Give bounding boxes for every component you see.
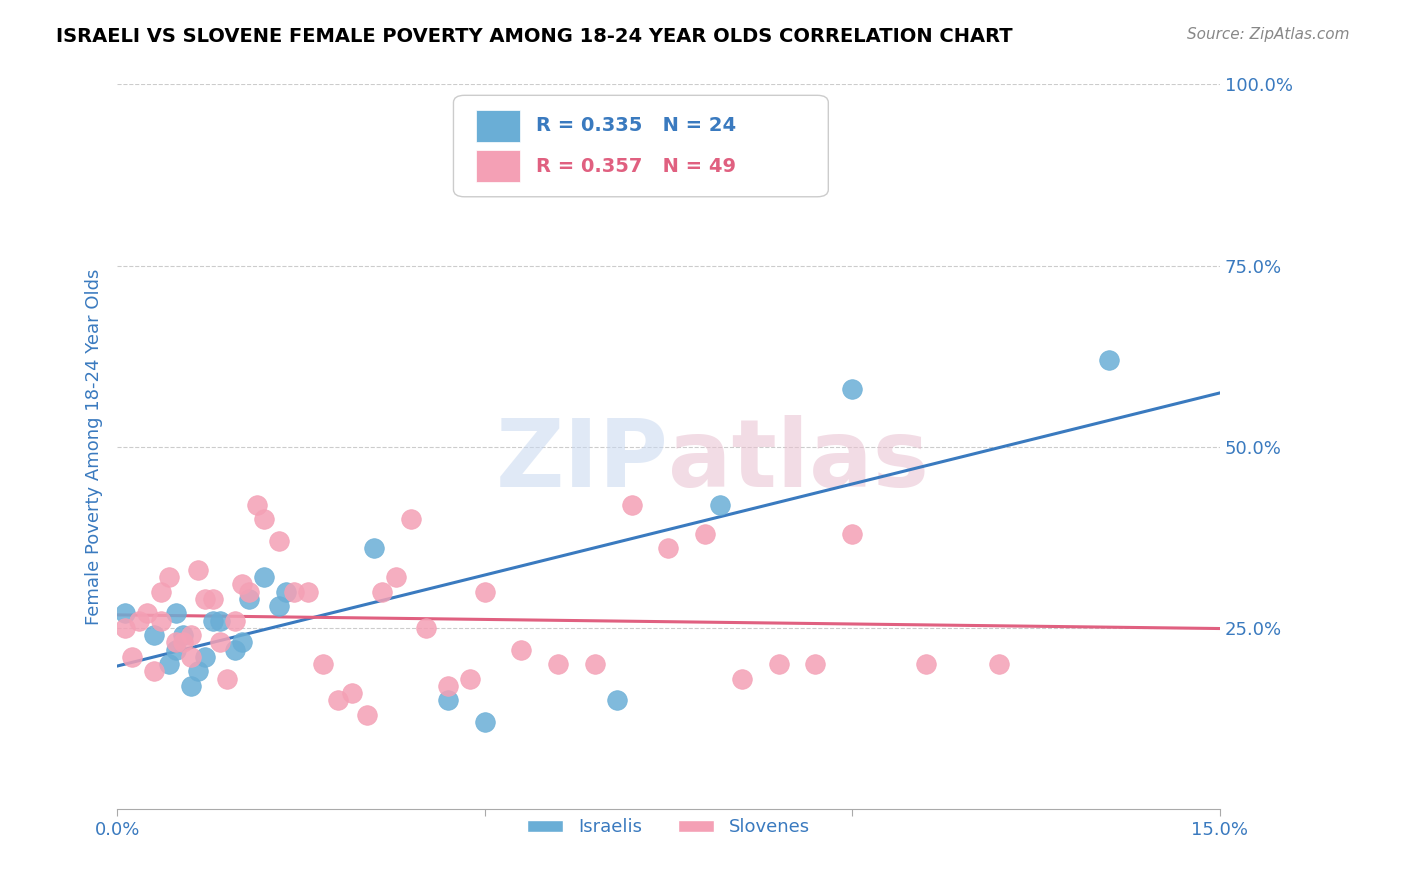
Point [180, 628, 202, 642]
Point [209, 614, 232, 628]
Point [415, 621, 437, 635]
Point [201, 591, 224, 606]
FancyBboxPatch shape [454, 95, 828, 197]
Point [606, 693, 628, 707]
Point [841, 382, 863, 396]
Point [224, 614, 246, 628]
Point [356, 707, 378, 722]
Point [238, 584, 260, 599]
Point [180, 679, 202, 693]
Point [150, 584, 173, 599]
Text: Source: ZipAtlas.com: Source: ZipAtlas.com [1187, 27, 1350, 42]
Point [731, 672, 754, 686]
Point [253, 570, 276, 584]
Point [385, 570, 408, 584]
Point [474, 584, 496, 599]
Text: ISRAELI VS SLOVENE FEMALE POVERTY AMONG 18-24 YEAR OLDS CORRELATION CHART: ISRAELI VS SLOVENE FEMALE POVERTY AMONG … [56, 27, 1012, 45]
Point [276, 584, 298, 599]
Bar [475, 150, 520, 182]
Point [238, 591, 260, 606]
Point [224, 642, 246, 657]
Point [458, 672, 481, 686]
Point [267, 599, 290, 614]
Point [510, 642, 533, 657]
Point [217, 672, 239, 686]
Point [231, 635, 253, 649]
Text: R = 0.335   N = 24: R = 0.335 N = 24 [536, 116, 737, 136]
Point [172, 635, 194, 649]
Point [157, 657, 180, 672]
Point [142, 665, 165, 679]
Point [620, 498, 643, 512]
Point [172, 628, 194, 642]
Point [1098, 352, 1121, 367]
Point [363, 541, 385, 556]
Point [246, 498, 269, 512]
Point [180, 649, 202, 664]
Point [804, 657, 827, 672]
Text: atlas: atlas [668, 416, 929, 508]
Point [253, 512, 276, 526]
Point [165, 607, 187, 621]
Point [914, 657, 936, 672]
Point [201, 614, 224, 628]
Point [841, 526, 863, 541]
Point [768, 657, 790, 672]
Point [187, 665, 209, 679]
Point [187, 563, 209, 577]
Point [709, 498, 731, 512]
Point [399, 512, 422, 526]
Point [194, 591, 217, 606]
Point [157, 570, 180, 584]
Y-axis label: Female Poverty Among 18-24 Year Olds: Female Poverty Among 18-24 Year Olds [86, 268, 103, 625]
Text: R = 0.357   N = 49: R = 0.357 N = 49 [536, 157, 737, 176]
Point [142, 628, 165, 642]
Point [283, 584, 305, 599]
Point [437, 679, 460, 693]
Point [135, 607, 157, 621]
Point [165, 635, 187, 649]
Point [547, 657, 569, 672]
Point [209, 635, 232, 649]
Point [128, 614, 150, 628]
Legend: Israelis, Slovenes: Israelis, Slovenes [520, 811, 817, 844]
Bar [475, 110, 520, 143]
Point [297, 584, 319, 599]
Point [583, 657, 606, 672]
Point [194, 649, 217, 664]
Point [267, 534, 290, 549]
Point [988, 657, 1011, 672]
Text: ZIP: ZIP [495, 416, 668, 508]
Point [114, 607, 136, 621]
Point [326, 693, 349, 707]
Point [165, 642, 187, 657]
Point [231, 577, 253, 591]
Point [437, 693, 460, 707]
Point [342, 686, 364, 700]
Point [695, 526, 717, 541]
Point [114, 621, 136, 635]
Point [312, 657, 335, 672]
Point [657, 541, 679, 556]
Point [150, 614, 173, 628]
Point [474, 715, 496, 730]
Point [371, 584, 394, 599]
Point [121, 649, 143, 664]
